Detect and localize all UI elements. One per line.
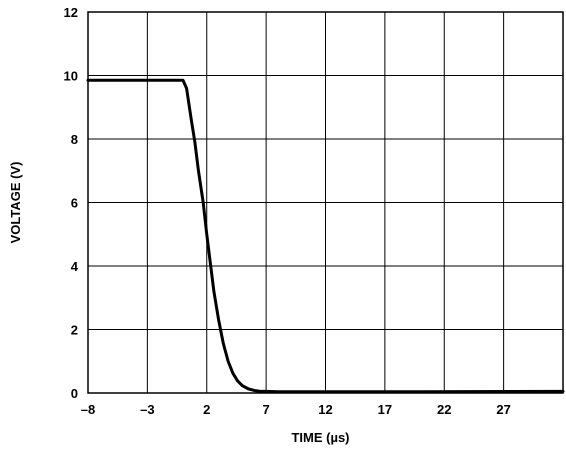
x-tick-label: 17 [378, 402, 392, 417]
y-tick-label: 0 [71, 386, 78, 401]
x-tick-label: 7 [263, 402, 270, 417]
y-tick-label: 2 [71, 323, 78, 338]
x-tick-label: 27 [496, 402, 510, 417]
grid [87, 11, 563, 394]
x-axis-title: TIME (µs) [291, 430, 349, 445]
y-tick-label: 10 [64, 69, 78, 84]
y-tick-label: 4 [71, 259, 79, 274]
y-tick-label: 8 [71, 132, 78, 147]
y-tick-label: 12 [64, 5, 78, 20]
x-tick-label: 12 [318, 402, 332, 417]
series-line [86, 78, 565, 394]
y-axis-title: VOLTAGE (V) [8, 162, 23, 244]
x-tick-label: –3 [140, 402, 154, 417]
x-tick-label: –8 [81, 402, 95, 417]
x-axis-ticks: –8 –3 2 7 12 17 22 27 [81, 402, 511, 417]
y-tick-label: 6 [71, 196, 78, 211]
x-tick-label: 22 [437, 402, 451, 417]
x-tick-label: 2 [203, 402, 210, 417]
y-axis-ticks: 0 2 4 6 8 10 12 [64, 5, 79, 401]
